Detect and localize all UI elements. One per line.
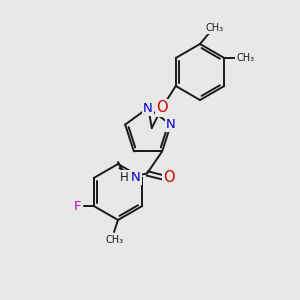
Text: CH₃: CH₃ xyxy=(106,235,124,245)
Text: N: N xyxy=(166,118,176,131)
Text: CH₃: CH₃ xyxy=(236,53,254,63)
Text: CH₃: CH₃ xyxy=(206,23,224,33)
Text: N: N xyxy=(131,171,141,184)
Text: F: F xyxy=(74,200,82,212)
Text: O: O xyxy=(156,100,168,116)
Text: N: N xyxy=(143,101,153,115)
Text: H: H xyxy=(120,171,129,184)
Text: O: O xyxy=(163,170,175,185)
